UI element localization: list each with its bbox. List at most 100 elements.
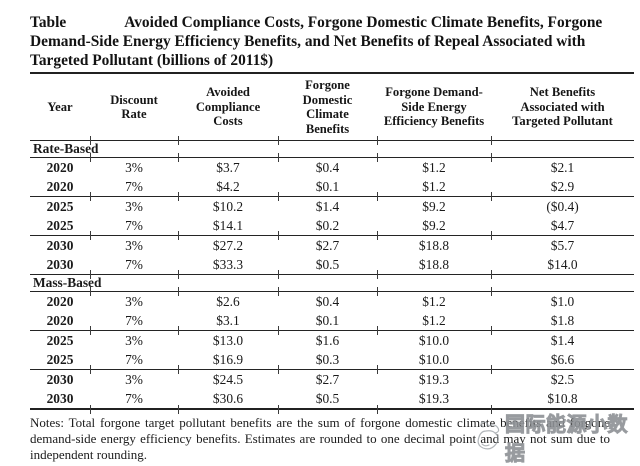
- table-cell: $2.9: [550, 178, 575, 194]
- table-row: 2030 7% $33.3 $0.5 $18.8 $14.0: [30, 255, 634, 275]
- table-cell: $1.4: [490, 326, 634, 351]
- table-cell: $2.5: [490, 365, 634, 390]
- table-title: Table Avoided Compliance Costs, Forgone …: [30, 13, 612, 70]
- table-cell: 3%: [89, 231, 178, 256]
- table-cell: $0.5: [315, 390, 340, 406]
- table-cell: 2020: [46, 312, 74, 328]
- section-spacer-cell: [490, 270, 634, 292]
- table-cell: 7%: [125, 178, 143, 194]
- column-header: Year: [47, 99, 73, 114]
- table-cell: 7%: [125, 312, 143, 328]
- table-row: 2025 3% $13.0 $1.6 $10.0 $1.4: [30, 326, 634, 351]
- table-cell: $1.2: [376, 287, 491, 312]
- section-row: Rate-Based: [30, 136, 634, 158]
- section-spacer-cell: [277, 136, 377, 158]
- column-header: Discount Rate: [110, 92, 158, 122]
- table-cell: 2030: [46, 256, 74, 272]
- table-cell: 2025: [46, 351, 74, 367]
- table-cell: $0.4: [277, 153, 377, 178]
- rule-cell: [177, 406, 278, 416]
- table-cell: $27.2: [177, 231, 278, 256]
- table-row: 2020 3% $3.7 $0.4 $1.2 $2.1: [30, 153, 634, 178]
- table-row: 2025 7% $14.1 $0.2 $9.2 $4.7: [30, 216, 634, 236]
- section-spacer-cell: [376, 270, 491, 292]
- table-cell: 2030: [30, 369, 90, 390]
- section-spacer-cell: [277, 270, 377, 292]
- table-cell: 7%: [125, 256, 143, 272]
- table-cell: $1.2: [422, 312, 446, 328]
- rule-cell: [89, 406, 178, 416]
- table-cell: 7%: [125, 217, 143, 233]
- table-cell: $24.5: [177, 365, 278, 390]
- table-cell: 2030: [30, 235, 90, 256]
- table-row: 2020 3% $2.6 $0.4 $1.2 $1.0: [30, 287, 634, 312]
- table-cell: $19.3: [376, 365, 491, 390]
- section-row: Mass-Based: [30, 270, 634, 292]
- section-spacer-cell: [177, 136, 278, 158]
- bottom-rule: [30, 406, 634, 416]
- table-cell: $19.3: [418, 390, 450, 406]
- table-cell: 2025: [46, 217, 74, 233]
- table-cell: $13.0: [177, 326, 278, 351]
- table-row: 2025 7% $16.9 $0.3 $10.0 $6.6: [30, 350, 634, 370]
- table-cell: 2025: [30, 330, 90, 351]
- table-cell: 3%: [89, 365, 178, 390]
- section-spacer-cell: [89, 136, 178, 158]
- table-cell: $18.8: [418, 256, 450, 272]
- section-label: Mass-Based: [30, 274, 101, 292]
- header-row: Year Discount Rate Avoided Compliance Cost…: [30, 73, 634, 141]
- table-cell: $2.7: [277, 365, 377, 390]
- table-cell: $2.6: [177, 287, 278, 312]
- table-row: 2020 7% $3.1 $0.1 $1.2 $1.8: [30, 311, 634, 331]
- table-row: 2030 3% $24.5 $2.7 $19.3 $2.5: [30, 365, 634, 390]
- table-cell: $14.1: [212, 217, 244, 233]
- table-cell: $9.2: [376, 192, 491, 217]
- table-cell: $0.3: [315, 351, 340, 367]
- table-cell: $18.8: [376, 231, 491, 256]
- table-row: 2025 3% $10.2 $1.4 $9.2 ($0.4): [30, 192, 634, 217]
- table-cell: 3%: [89, 326, 178, 351]
- table-cell: 2020: [46, 178, 74, 194]
- column-header: Forgone Domestic Climate Benefits: [302, 78, 353, 136]
- table-cell: $2.7: [277, 231, 377, 256]
- table-cell: 2025: [30, 196, 90, 217]
- table-cell: 7%: [125, 390, 143, 406]
- table-cell: 3%: [89, 192, 178, 217]
- title-text: Avoided Compliance Costs, Forgone Domest…: [124, 14, 603, 31]
- compliance-costs-table: Year Discount Rate Avoided Compliance Cost…: [30, 72, 634, 416]
- table-cell: $3.7: [177, 153, 278, 178]
- table-cell: $0.4: [277, 287, 377, 312]
- table-cell: $14.0: [547, 256, 578, 272]
- table-cell: $4.7: [550, 217, 575, 233]
- rule-cell: [376, 406, 491, 416]
- title-line-3: Targeted Pollutant (billions of 2011$): [30, 52, 274, 69]
- section-spacer-cell: [490, 136, 634, 158]
- table-cell: ($0.4): [490, 192, 634, 217]
- table-cell: 2020: [30, 157, 90, 178]
- table-cell: $3.1: [216, 312, 240, 328]
- table-cell: $6.6: [550, 351, 575, 367]
- table-row: 2030 7% $30.6 $0.5 $19.3 $10.8: [30, 389, 634, 409]
- table-cell: $0.1: [315, 178, 340, 194]
- table-row: 2030 3% $27.2 $2.7 $18.8 $5.7: [30, 231, 634, 256]
- table-cell: $0.2: [315, 217, 340, 233]
- table-cell: $0.5: [315, 256, 340, 272]
- table-cell: $10.2: [177, 192, 278, 217]
- table-cell: $1.2: [376, 153, 491, 178]
- rule-cell: [277, 406, 377, 416]
- table-cell: 2030: [46, 390, 74, 406]
- title-line-2: Demand-Side Energy Efficiency Benefits, …: [30, 33, 586, 50]
- table-cell: $16.9: [212, 351, 244, 367]
- section-spacer-cell: [89, 270, 178, 292]
- table-cell: $1.2: [422, 178, 446, 194]
- table-cell: $1.0: [490, 287, 634, 312]
- column-header: Forgone Demand- Side Energy Efficiency B…: [383, 85, 485, 129]
- table-cell: 3%: [89, 287, 178, 312]
- table-cell: $30.6: [212, 390, 244, 406]
- rule-cell: [490, 406, 634, 416]
- table-cell: 3%: [89, 153, 178, 178]
- title-label: Table: [30, 14, 67, 31]
- section-spacer-cell: [177, 270, 278, 292]
- table-notes: Notes: Total forgone target pollutant be…: [30, 415, 610, 462]
- table-cell: 7%: [125, 351, 143, 367]
